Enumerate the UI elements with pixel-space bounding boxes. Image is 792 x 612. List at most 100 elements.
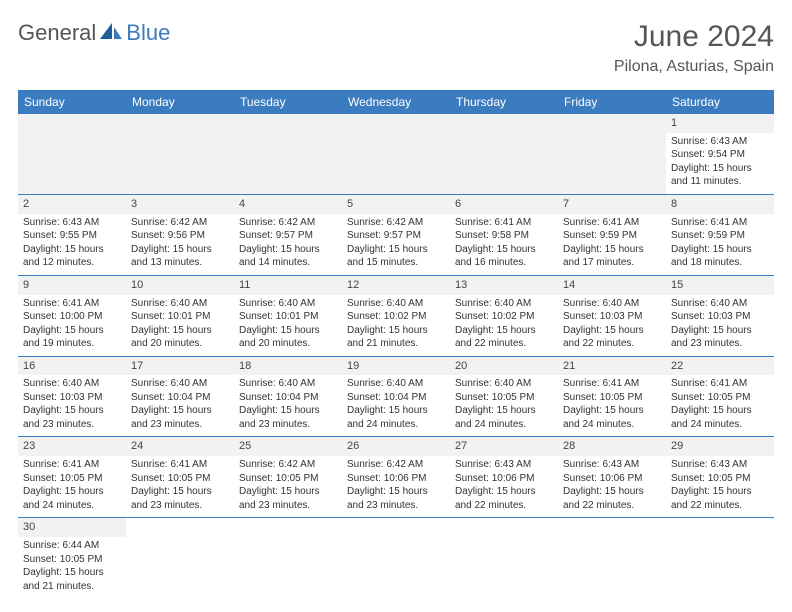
day-info-line: Daylight: 15 hours (131, 404, 229, 418)
day-info-line: Daylight: 15 hours (455, 404, 553, 418)
day-cell (234, 518, 342, 598)
day-info-line: Sunset: 9:55 PM (23, 229, 121, 243)
day-info-line: Sunset: 9:59 PM (671, 229, 769, 243)
week-row: 23Sunrise: 6:41 AMSunset: 10:05 PMDaylig… (18, 437, 774, 518)
day-info-line: Sunrise: 6:41 AM (563, 216, 661, 230)
day-info-line: and 24 minutes. (563, 418, 661, 432)
day-info-line: Daylight: 15 hours (455, 485, 553, 499)
day-number: 18 (239, 359, 337, 374)
day-number: 17 (131, 359, 229, 374)
day-info-line: Daylight: 15 hours (239, 324, 337, 338)
day-info-line: Sunset: 10:02 PM (455, 310, 553, 324)
day-info-line: Sunrise: 6:41 AM (23, 297, 121, 311)
day-info-line: Daylight: 15 hours (347, 324, 445, 338)
day-number: 5 (347, 197, 445, 212)
day-info-line: and 20 minutes. (239, 337, 337, 351)
day-info-line: Sunset: 9:58 PM (455, 229, 553, 243)
day-cell: 15Sunrise: 6:40 AMSunset: 10:03 PMDaylig… (666, 276, 774, 356)
day-cell: 3Sunrise: 6:42 AMSunset: 9:56 PMDaylight… (126, 195, 234, 275)
day-cell: 7Sunrise: 6:41 AMSunset: 9:59 PMDaylight… (558, 195, 666, 275)
day-header-cell: Wednesday (342, 90, 450, 114)
day-cell: 22 Sunrise: 6:41 AMSunset: 10:05 PMDaylig… (666, 357, 774, 437)
day-cell (666, 518, 774, 598)
day-info-line: and 23 minutes. (347, 499, 445, 513)
day-info-line: Daylight: 15 hours (131, 485, 229, 499)
day-info-line: Sunrise: 6:43 AM (671, 135, 769, 149)
day-info-line: Sunset: 10:03 PM (23, 391, 121, 405)
day-number: 24 (131, 439, 229, 454)
day-cell: 10Sunrise: 6:40 AMSunset: 10:01 PMDaylig… (126, 276, 234, 356)
day-number: 16 (23, 359, 121, 374)
day-number: 30 (23, 520, 121, 535)
week-row: 9Sunrise: 6:41 AMSunset: 10:00 PMDayligh… (18, 276, 774, 357)
day-cell: 30Sunrise: 6:44 AMSunset: 10:05 PMDaylig… (18, 518, 126, 598)
day-info-line: Daylight: 15 hours (671, 404, 769, 418)
day-info-line: Sunrise: 6:40 AM (131, 377, 229, 391)
day-info-line: and 13 minutes. (131, 256, 229, 270)
day-info-line: Sunrise: 6:42 AM (347, 216, 445, 230)
day-info-line: Sunset: 9:59 PM (563, 229, 661, 243)
day-cell: 2Sunrise: 6:43 AMSunset: 9:55 PMDaylight… (18, 195, 126, 275)
day-info-line: Sunrise: 6:40 AM (239, 377, 337, 391)
day-info-line: Sunrise: 6:40 AM (671, 297, 769, 311)
day-info-line: Sunset: 10:04 PM (347, 391, 445, 405)
day-number: 4 (239, 197, 337, 212)
day-info-line: Daylight: 15 hours (455, 324, 553, 338)
day-cell: 18Sunrise: 6:40 AMSunset: 10:04 PMDaylig… (234, 357, 342, 437)
day-info-line: Sunset: 9:57 PM (239, 229, 337, 243)
day-info-line: and 23 minutes. (239, 418, 337, 432)
day-number: 20 (455, 359, 553, 374)
day-number: 1 (671, 116, 769, 131)
logo: General Blue (18, 20, 170, 46)
day-info-line: and 20 minutes. (131, 337, 229, 351)
day-info-line: Sunrise: 6:41 AM (671, 377, 769, 391)
day-info-line: Sunrise: 6:40 AM (347, 297, 445, 311)
day-cell: 9Sunrise: 6:41 AMSunset: 10:00 PMDayligh… (18, 276, 126, 356)
day-cell (558, 518, 666, 598)
day-number: 25 (239, 439, 337, 454)
day-info-line: and 22 minutes. (563, 499, 661, 513)
day-info-line: and 24 minutes. (455, 418, 553, 432)
day-info-line: Daylight: 15 hours (563, 324, 661, 338)
day-info-line: Daylight: 15 hours (563, 485, 661, 499)
day-info-line: Sunset: 10:02 PM (347, 310, 445, 324)
day-header-cell: Saturday (666, 90, 774, 114)
day-info-line: Sunrise: 6:40 AM (455, 297, 553, 311)
day-info-line: Sunset: 10:05 PM (671, 472, 769, 486)
day-info-line: Sunset: 10:04 PM (239, 391, 337, 405)
day-info-line: Sunset: 10:06 PM (455, 472, 553, 486)
week-row: 1Sunrise: 6:43 AMSunset: 9:54 PMDaylight… (18, 114, 774, 195)
day-info-line: and 21 minutes. (347, 337, 445, 351)
day-info-line: Daylight: 15 hours (131, 243, 229, 257)
day-info-line: Sunrise: 6:42 AM (131, 216, 229, 230)
day-info-line: Daylight: 15 hours (23, 566, 121, 580)
day-info-line: Daylight: 15 hours (671, 324, 769, 338)
day-info-line: Sunset: 10:01 PM (131, 310, 229, 324)
day-number: 19 (347, 359, 445, 374)
day-cell: 19Sunrise: 6:40 AMSunset: 10:04 PMDaylig… (342, 357, 450, 437)
day-info-line: Sunset: 10:05 PM (671, 391, 769, 405)
day-number: 15 (671, 278, 769, 293)
day-number: 14 (563, 278, 661, 293)
day-number: 6 (455, 197, 553, 212)
day-number: 2 (23, 197, 121, 212)
day-info-line: Sunrise: 6:41 AM (131, 458, 229, 472)
day-number: 3 (131, 197, 229, 212)
day-info-line: Sunrise: 6:40 AM (347, 377, 445, 391)
day-cell: 12Sunrise: 6:40 AMSunset: 10:02 PMDaylig… (342, 276, 450, 356)
day-info-line: Sunrise: 6:40 AM (131, 297, 229, 311)
day-header-cell: Thursday (450, 90, 558, 114)
day-header-cell: Sunday (18, 90, 126, 114)
day-cell: 20Sunrise: 6:40 AMSunset: 10:05 PMDaylig… (450, 357, 558, 437)
day-number: 22 (671, 359, 769, 374)
day-cell: 21Sunrise: 6:41 AMSunset: 10:05 PMDaylig… (558, 357, 666, 437)
day-cell (450, 518, 558, 598)
day-number: 7 (563, 197, 661, 212)
day-info-line: Sunrise: 6:44 AM (23, 539, 121, 553)
day-info-line: Sunrise: 6:41 AM (671, 216, 769, 230)
day-info-line: Daylight: 15 hours (563, 404, 661, 418)
day-info-line: Sunrise: 6:40 AM (563, 297, 661, 311)
day-info-line: Sunrise: 6:40 AM (23, 377, 121, 391)
day-info-line: Sunset: 9:54 PM (671, 148, 769, 162)
day-number: 11 (239, 278, 337, 293)
